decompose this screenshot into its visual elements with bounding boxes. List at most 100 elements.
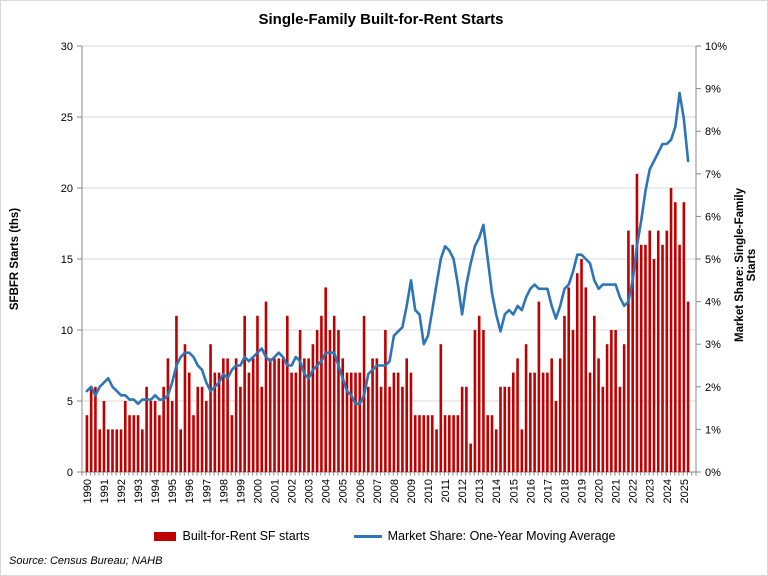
svg-text:10: 10: [61, 325, 73, 337]
svg-text:15: 15: [61, 254, 73, 266]
svg-text:2%: 2%: [705, 382, 721, 394]
bfr-starts-bar: [533, 372, 536, 472]
svg-text:2004: 2004: [321, 479, 333, 503]
bfr-starts-bar: [567, 287, 571, 472]
bfr-starts-bar: [490, 415, 494, 472]
bfr-starts-bar: [405, 358, 408, 472]
bfr-starts-bar: [669, 188, 673, 472]
bar-series-swatch: [154, 531, 177, 541]
svg-text:5%: 5%: [705, 254, 721, 266]
bfr-starts-bar: [136, 415, 140, 472]
bfr-starts-bar: [145, 386, 148, 472]
svg-text:3%: 3%: [705, 339, 721, 351]
svg-text:1992: 1992: [116, 479, 128, 503]
bfr-starts-bar: [644, 244, 647, 472]
svg-text:2019: 2019: [577, 479, 589, 503]
svg-text:2021: 2021: [611, 479, 623, 503]
bfr-starts-bar: [149, 401, 153, 472]
legend-bar-label: Built-for-Rent SF starts: [182, 529, 310, 543]
bfr-starts-bar: [158, 415, 161, 472]
bfr-starts-bar: [546, 372, 549, 472]
svg-text:2015: 2015: [508, 479, 520, 503]
bfr-starts-bar: [601, 386, 605, 472]
bfr-starts-bar: [303, 358, 306, 472]
svg-text:20: 20: [61, 183, 73, 195]
left-axis-tick-labels: 0 5 10 15 20 25 30: [61, 41, 73, 479]
bfr-starts-bar: [426, 415, 430, 472]
bfr-starts-bar: [401, 386, 404, 472]
bfr-starts-bar: [281, 358, 285, 472]
svg-text:2014: 2014: [491, 479, 503, 503]
bfr-starts-bar: [469, 443, 472, 472]
svg-text:2011: 2011: [440, 479, 452, 503]
bfr-starts-bar: [204, 401, 208, 472]
bfr-starts-bar: [358, 372, 362, 472]
bfr-starts-bar: [277, 358, 281, 472]
bfr-starts-bar: [639, 244, 643, 472]
svg-text:2016: 2016: [525, 479, 537, 503]
svg-text:2000: 2000: [252, 479, 264, 503]
svg-text:2010: 2010: [423, 479, 435, 503]
bfr-starts-bar: [413, 415, 417, 472]
bfr-starts-bar: [409, 372, 413, 472]
bfr-starts-bar: [217, 372, 221, 472]
bfr-starts-bar: [396, 372, 400, 472]
bfr-starts-bar: [247, 372, 251, 472]
svg-text:2017: 2017: [542, 479, 554, 503]
bfr-starts-bar: [111, 429, 114, 472]
svg-text:2007: 2007: [372, 479, 384, 503]
bfr-starts-bar: [315, 330, 319, 472]
bfr-starts-bar: [520, 429, 524, 472]
bfr-starts-bar: [98, 429, 101, 472]
bfr-starts-bar: [375, 358, 379, 472]
bfr-starts-bar: [456, 415, 460, 472]
bfr-starts-bar: [610, 330, 613, 472]
legend-item-bars: Built-for-Rent SF starts: [154, 529, 310, 543]
bfr-starts-bar: [580, 259, 583, 472]
chart-title: Single-Family Built-for-Rent Starts: [258, 11, 504, 28]
bfr-starts-bar: [511, 372, 515, 472]
bfr-starts-bar: [439, 344, 443, 472]
svg-text:2003: 2003: [304, 479, 316, 503]
line-series-swatch: [353, 534, 382, 538]
bfr-starts-bar: [106, 429, 110, 472]
bfr-starts-bar: [141, 429, 144, 472]
bfr-starts-bar: [652, 259, 656, 472]
bfr-starts-bar: [256, 315, 259, 472]
bfr-starts-bar: [379, 386, 383, 472]
bfr-starts-bar: [554, 401, 558, 472]
bfr-starts-bar: [473, 330, 477, 472]
bfr-starts-bar: [656, 230, 660, 472]
svg-text:1993: 1993: [133, 479, 145, 503]
bars-series: [85, 173, 690, 473]
bfr-starts-bar: [209, 344, 212, 472]
bfr-starts-bar: [597, 358, 600, 472]
svg-text:30: 30: [61, 41, 73, 53]
svg-text:2020: 2020: [594, 479, 606, 503]
svg-text:2001: 2001: [270, 479, 282, 503]
svg-text:9%: 9%: [705, 84, 721, 96]
bfr-starts-bar: [89, 386, 93, 472]
svg-text:1996: 1996: [184, 479, 196, 503]
source-note: Source: Census Bureau; NAHB: [9, 555, 163, 567]
bfr-starts-bar: [452, 415, 455, 472]
bfr-starts-bar: [460, 386, 464, 472]
svg-text:2006: 2006: [355, 479, 367, 503]
svg-text:1999: 1999: [235, 479, 247, 503]
svg-text:2022: 2022: [628, 479, 640, 503]
bfr-starts-bar: [128, 415, 131, 472]
bfr-starts-bar: [435, 429, 438, 472]
svg-text:25: 25: [61, 112, 73, 124]
bfr-starts-bar: [584, 287, 588, 472]
legend-line-label: Market Share: One-Year Moving Average: [387, 529, 616, 543]
svg-text:2024: 2024: [662, 479, 674, 503]
bfr-starts-bar: [162, 386, 165, 472]
bfr-starts-bar: [192, 415, 195, 472]
svg-text:2012: 2012: [457, 479, 469, 503]
bfr-starts-bar: [286, 315, 289, 472]
bfr-starts-bar: [328, 330, 332, 472]
bfr-starts-bar: [320, 315, 323, 472]
bfr-starts-bar: [200, 386, 204, 472]
